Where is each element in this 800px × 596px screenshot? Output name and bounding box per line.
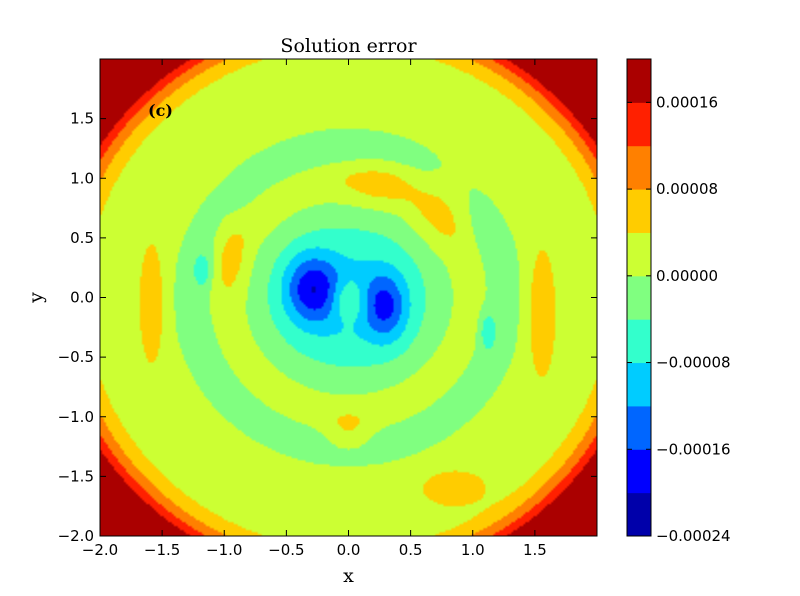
x-tick-label: 1.0 (461, 541, 485, 559)
colorbar-tick-label: 0.00008 (656, 180, 718, 198)
y-tick-label: −1.0 (58, 408, 94, 426)
y-tick-label: −1.5 (58, 467, 94, 485)
colorbar-band (627, 59, 651, 103)
colorbar-band (627, 492, 651, 536)
x-tick-label: 0.5 (399, 541, 423, 559)
y-tick-label: 0.5 (70, 229, 94, 247)
panel-label: (c) (148, 101, 173, 120)
y-tick-label: 1.0 (70, 169, 94, 187)
colorbar-frame (626, 58, 652, 537)
colorbar-tick-label: −0.00016 (656, 440, 731, 458)
y-tick-label: 1.5 (70, 110, 94, 128)
x-tick-label: −1.5 (144, 541, 180, 559)
y-tick-label: −2.0 (58, 527, 94, 545)
y-axis-ticks: −2.0 −1.5 −1.0 −0.5 0.0 0.5 1.0 1.5 (58, 110, 597, 545)
colorbar-band (627, 362, 651, 407)
x-tick-label: 0.0 (337, 541, 361, 559)
x-tick-label: −2.0 (82, 541, 118, 559)
y-tick-label: −0.5 (58, 348, 94, 366)
colorbar-tick-label: −0.00008 (656, 354, 731, 372)
center-marker (346, 295, 351, 300)
colorbar-band (627, 275, 651, 320)
y-axis-label: y (25, 292, 47, 304)
x-tick-label: −1.0 (206, 541, 242, 559)
colorbar-band (627, 145, 651, 190)
colorbar-tick-label: −0.00024 (656, 527, 731, 545)
colorbar (627, 59, 651, 536)
x-tick-label: 1.5 (523, 541, 547, 559)
colorbar-band (627, 232, 651, 277)
colorbar-band (627, 319, 651, 364)
x-axis-ticks: −2.0 −1.5 −1.0 −0.5 0.0 0.5 1.0 1.5 (82, 59, 547, 559)
colorbar-band (627, 189, 651, 233)
x-tick-label: −0.5 (268, 541, 304, 559)
colorbar-tick-label: 0.00000 (656, 267, 718, 285)
colorbar-band (627, 449, 651, 494)
colorbar-band (627, 405, 651, 450)
colorbar-ticks: −0.00024 −0.00016 −0.00008 0.00000 0.00008 0.… (627, 93, 731, 545)
colorbar-tick-label: 0.00016 (656, 93, 718, 111)
plot-area (100, 59, 597, 536)
x-axis-label: x (343, 565, 354, 587)
y-tick-label: 0.0 (70, 289, 94, 307)
colorbar-band (627, 102, 651, 147)
chart-title: Solution error (280, 35, 417, 57)
